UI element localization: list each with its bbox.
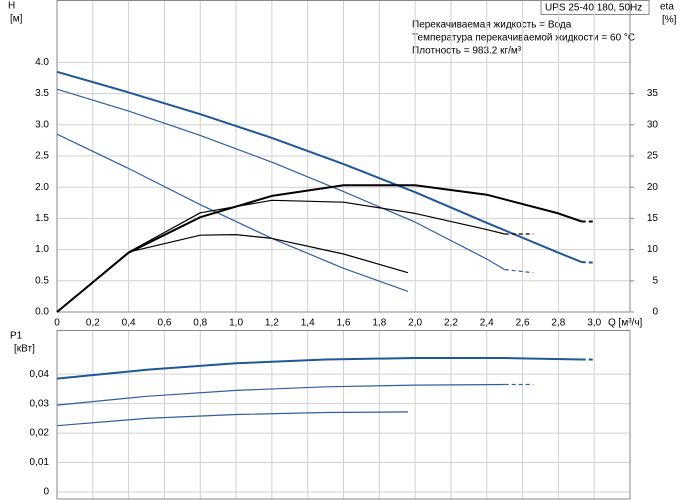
x-tick-label: 1,4 bbox=[301, 318, 315, 329]
annotation: Плотность = 983.2 кг/м³ bbox=[412, 46, 522, 57]
y-tick-label: 0,04 bbox=[30, 369, 50, 380]
x-tick-label: 2,2 bbox=[444, 318, 458, 329]
x-tick-label: 2,0 bbox=[408, 318, 422, 329]
curve bbox=[56, 234, 409, 313]
y-tick-label: 2.0 bbox=[35, 182, 49, 193]
y-tick-label: 0.0 bbox=[35, 307, 49, 318]
x-tick-label: 0,8 bbox=[193, 318, 207, 329]
x-tick-label: 1,8 bbox=[372, 318, 386, 329]
plot-frame bbox=[56, 0, 631, 313]
y-tick-label: 0,03 bbox=[30, 398, 50, 409]
y-tick-label: 4.0 bbox=[35, 57, 49, 68]
y2-tick-label: 30 bbox=[647, 119, 659, 130]
x-tick-label: 1,2 bbox=[265, 318, 279, 329]
y-tick-label: 0,01 bbox=[30, 457, 50, 468]
y-axis-label: P1 bbox=[10, 331, 23, 342]
x-tick-label: 0,6 bbox=[157, 318, 171, 329]
x-axis-label: Q [м³/ч] bbox=[608, 318, 643, 329]
curve bbox=[56, 199, 505, 313]
x-tick-label: 2,4 bbox=[480, 318, 494, 329]
x-tick-label: 1,0 bbox=[229, 318, 243, 329]
x-tick-label: 2,8 bbox=[551, 318, 565, 329]
plot-frame bbox=[56, 330, 631, 500]
curve bbox=[504, 269, 534, 274]
curve bbox=[56, 133, 409, 292]
y-tick-label: 3.0 bbox=[35, 119, 49, 130]
y-axis-unit: [кВт] bbox=[14, 344, 35, 355]
annotation: Температура перекачиваемой жидкости = 60… bbox=[412, 33, 635, 44]
curve bbox=[56, 88, 506, 271]
x-tick-label: 0 bbox=[54, 318, 60, 329]
x-tick-label: 2,6 bbox=[516, 318, 530, 329]
curve bbox=[56, 184, 583, 313]
y-tick-label: 0.5 bbox=[35, 275, 49, 286]
curve bbox=[581, 261, 595, 264]
y2-tick-label: 15 bbox=[647, 213, 659, 224]
chart-title: UPS 25-40 180, 50Hz bbox=[545, 3, 642, 14]
y2-tick-label: 10 bbox=[647, 244, 659, 255]
y-axis-unit: [м] bbox=[10, 14, 23, 25]
y-tick-label: 3.5 bbox=[35, 88, 49, 99]
y-tick-label: 1.5 bbox=[35, 213, 49, 224]
curve bbox=[56, 383, 505, 406]
curve bbox=[56, 411, 409, 427]
y-tick-label: 1.0 bbox=[35, 244, 49, 255]
y2-tick-label: 35 bbox=[647, 88, 659, 99]
x-tick-label: 0,4 bbox=[122, 318, 136, 329]
y2-tick-label: 0 bbox=[652, 307, 658, 318]
y2-tick-label: 5 bbox=[652, 275, 658, 286]
y-axis-label: H bbox=[8, 1, 15, 12]
y2-axis-label: eta bbox=[660, 2, 674, 13]
curve bbox=[56, 357, 582, 380]
y-tick-label: 0 bbox=[43, 487, 49, 498]
x-tick-label: 1,6 bbox=[337, 318, 351, 329]
y2-axis-unit: [%] bbox=[662, 15, 677, 26]
x-tick-label: 0,2 bbox=[86, 318, 100, 329]
y-tick-label: 2.5 bbox=[35, 151, 49, 162]
annotation: Перекачиваемая жидкость = Вода bbox=[412, 20, 572, 31]
y2-tick-label: 25 bbox=[647, 151, 659, 162]
y2-tick-label: 20 bbox=[647, 182, 659, 193]
curve bbox=[56, 70, 583, 264]
x-tick-label: 3,0 bbox=[587, 318, 601, 329]
y-tick-label: 0,02 bbox=[30, 428, 50, 439]
